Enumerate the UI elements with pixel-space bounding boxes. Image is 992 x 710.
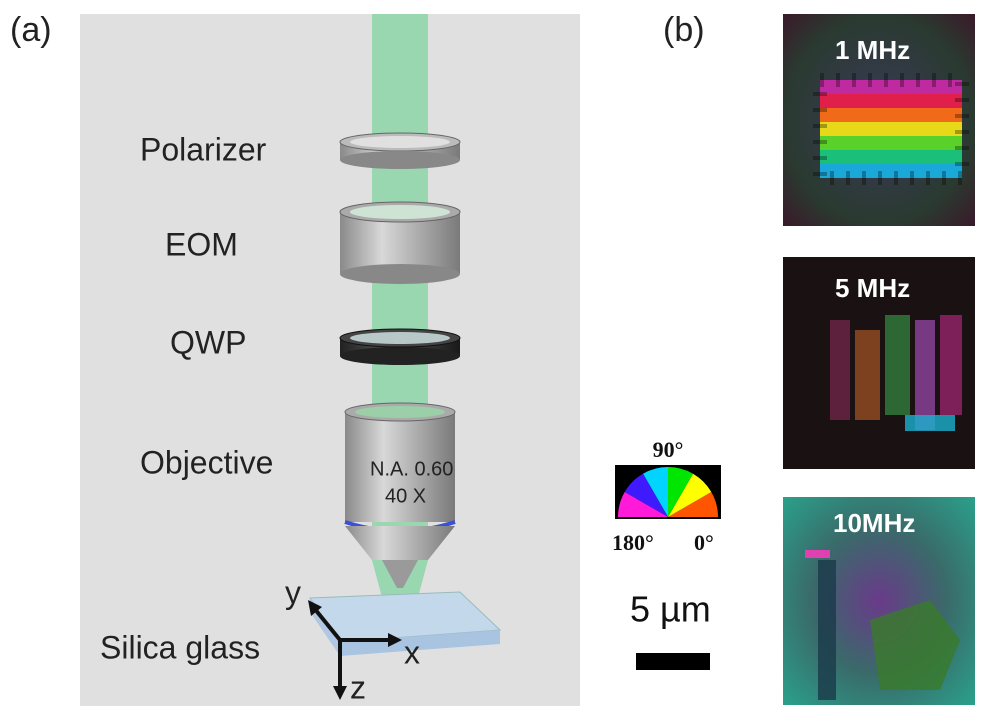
- figure: (a) Polarizer EOM QWP Objective N.A. 0.6…: [0, 0, 992, 710]
- wheel-label: 180°: [612, 530, 654, 555]
- scale-bar-label: 5 µm: [630, 589, 711, 630]
- qwp: [340, 329, 460, 365]
- image-label: 1 MHz: [835, 35, 910, 65]
- component-label: QWP: [170, 324, 246, 360]
- axis-label: x: [404, 634, 420, 670]
- wheel-label: 0°: [694, 530, 714, 555]
- panel-label: (b): [663, 11, 705, 49]
- color-wheel: [615, 465, 721, 519]
- objective-text: N.A. 0.60: [370, 458, 453, 480]
- image-label: 10MHz: [833, 508, 915, 538]
- wheel-label: 90°: [653, 437, 684, 462]
- component-label: Polarizer: [140, 131, 267, 167]
- component-label: Objective: [140, 444, 273, 480]
- axis-label: z: [350, 669, 366, 705]
- objective-text: 40 X: [385, 485, 426, 507]
- image-label: 5 MHz: [835, 273, 910, 303]
- panel-label: (a): [10, 11, 52, 49]
- polarizer: [340, 133, 460, 169]
- sample-label: Silica glass: [100, 629, 260, 665]
- axis-label: y: [285, 574, 301, 610]
- eom: [340, 202, 460, 284]
- scale-bar: [636, 653, 710, 670]
- component-label: EOM: [165, 226, 238, 262]
